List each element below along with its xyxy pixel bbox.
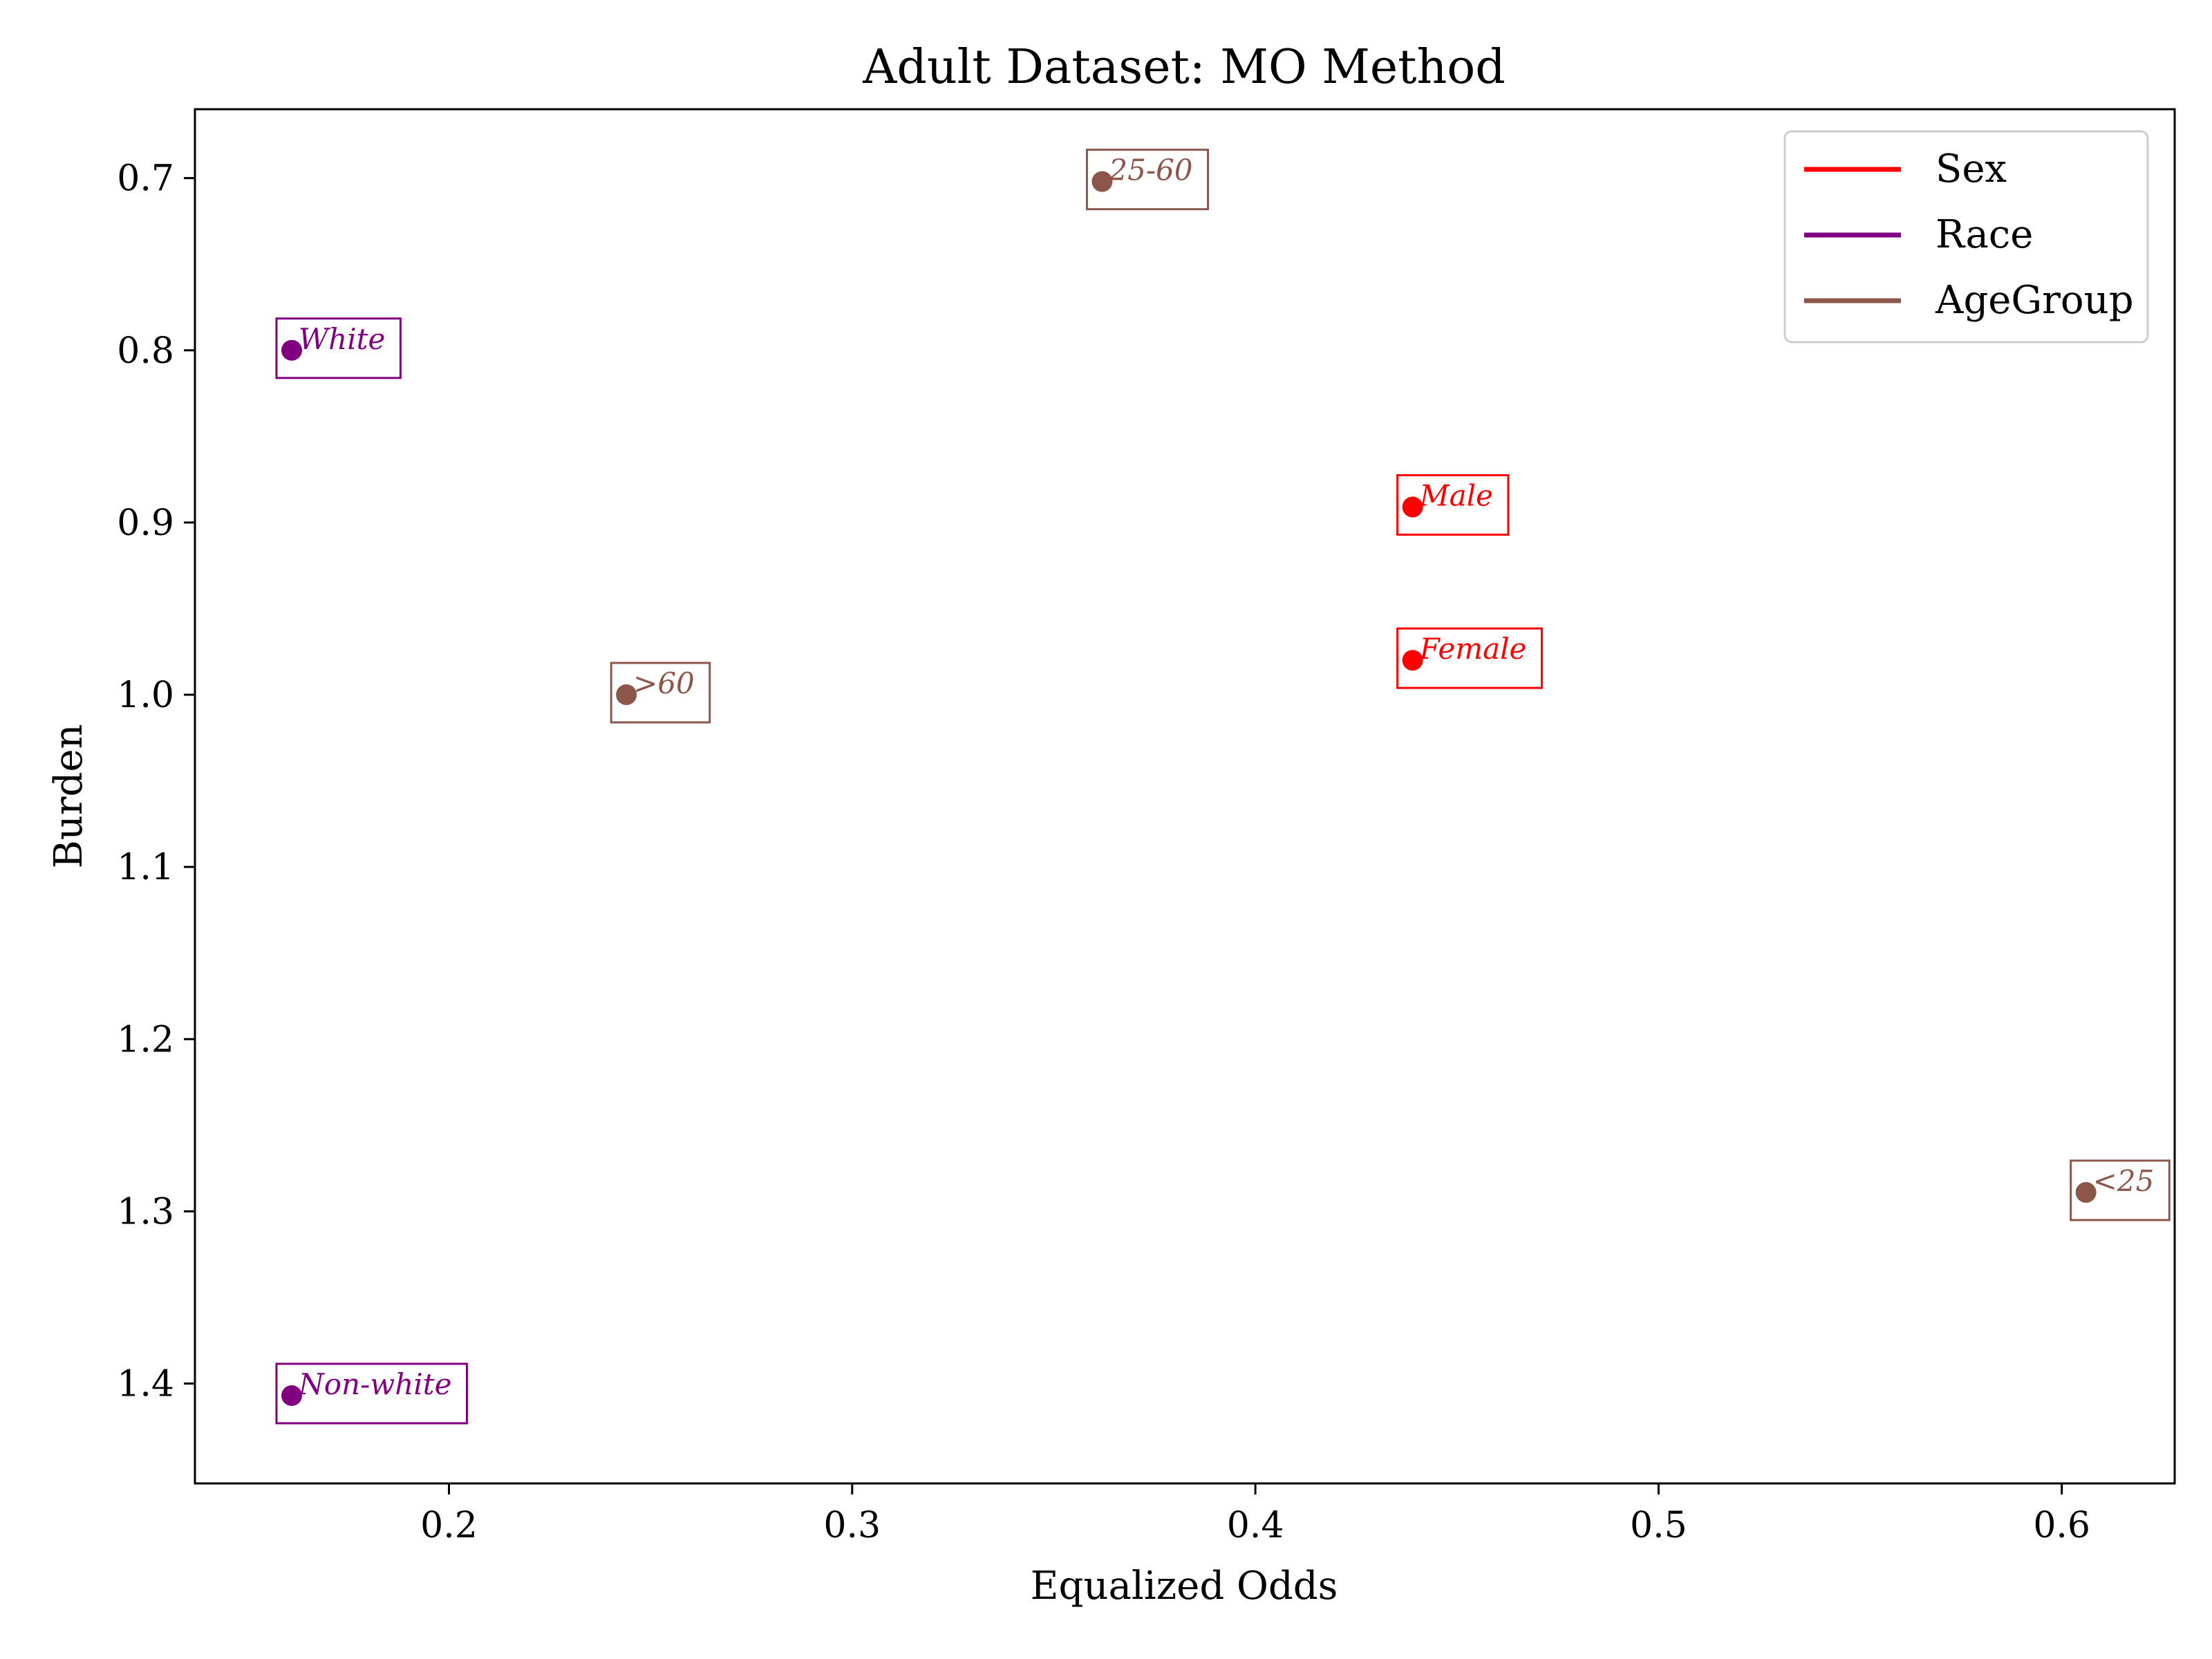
data-point xyxy=(1402,650,1423,671)
point-label: Non-white xyxy=(298,1367,451,1401)
data-point xyxy=(281,1385,302,1406)
data-point xyxy=(1402,496,1423,518)
legend: Sex Race AgeGroup xyxy=(1783,130,2149,344)
legend-box xyxy=(1783,130,2149,344)
data-point-group: White xyxy=(275,317,402,379)
x-tick-label: 0.4 xyxy=(1227,1505,1284,1546)
y-axis-label: Burden xyxy=(46,724,91,868)
data-point-group: >60 xyxy=(610,662,711,724)
y-tick-label: 1.3 xyxy=(117,1191,174,1232)
y-tick-label: 1.1 xyxy=(117,847,174,888)
x-tick-label: 0.2 xyxy=(420,1505,478,1546)
point-label: 25-60 xyxy=(1108,153,1192,187)
y-tick-label: 1.4 xyxy=(117,1364,174,1405)
point-label: Male xyxy=(1419,478,1493,512)
legend-label: Sex xyxy=(1936,147,2007,191)
y-tick-label: 0.7 xyxy=(117,158,174,200)
legend-label: AgeGroup xyxy=(1935,278,2134,323)
point-label-box xyxy=(1085,149,1210,211)
data-point xyxy=(1091,171,1113,192)
x-axis: 0.2 0.3 0.4 0.5 0.6 xyxy=(420,1483,2090,1546)
point-label: White xyxy=(299,322,385,356)
y-tick-label: 1.2 xyxy=(117,1019,174,1060)
data-point xyxy=(2075,1181,2097,1203)
x-axis-label: Equalized Odds xyxy=(1031,1564,1338,1609)
y-axis: 0.7 0.8 0.9 1.0 1.1 1.2 1.3 1.4 xyxy=(117,158,195,1405)
point-label-box xyxy=(2070,1159,2171,1221)
point-label-box xyxy=(275,1362,468,1425)
data-point xyxy=(281,339,302,361)
point-label-box xyxy=(275,317,402,379)
data-points: Male Female White Non-white 25-60 >60 <25 xyxy=(275,149,2171,1425)
y-tick-label: 0.8 xyxy=(117,330,174,372)
point-label: Female xyxy=(1419,632,1527,666)
plot-area xyxy=(194,108,2176,1485)
point-label-box xyxy=(610,662,711,724)
data-point-group: Male xyxy=(1396,474,1510,536)
chart-title: Adult Dataset: MO Method xyxy=(862,40,1506,95)
data-point xyxy=(616,684,637,706)
data-point-group: 25-60 xyxy=(1085,149,1210,211)
data-point-group: Female xyxy=(1396,627,1543,689)
point-label: >60 xyxy=(633,666,695,700)
point-label-box xyxy=(1396,627,1543,689)
legend-label: Race xyxy=(1936,212,2033,257)
x-tick-label: 0.3 xyxy=(823,1505,881,1546)
point-label-box xyxy=(1396,474,1510,536)
point-label: <25 xyxy=(2093,1164,2155,1198)
data-point-group: <25 xyxy=(2070,1159,2171,1221)
y-tick-label: 0.9 xyxy=(117,503,174,544)
data-point-group: Non-white xyxy=(275,1362,468,1425)
x-tick-label: 0.5 xyxy=(1630,1505,1687,1546)
y-tick-label: 1.0 xyxy=(117,675,174,716)
x-tick-label: 0.6 xyxy=(2033,1505,2090,1546)
